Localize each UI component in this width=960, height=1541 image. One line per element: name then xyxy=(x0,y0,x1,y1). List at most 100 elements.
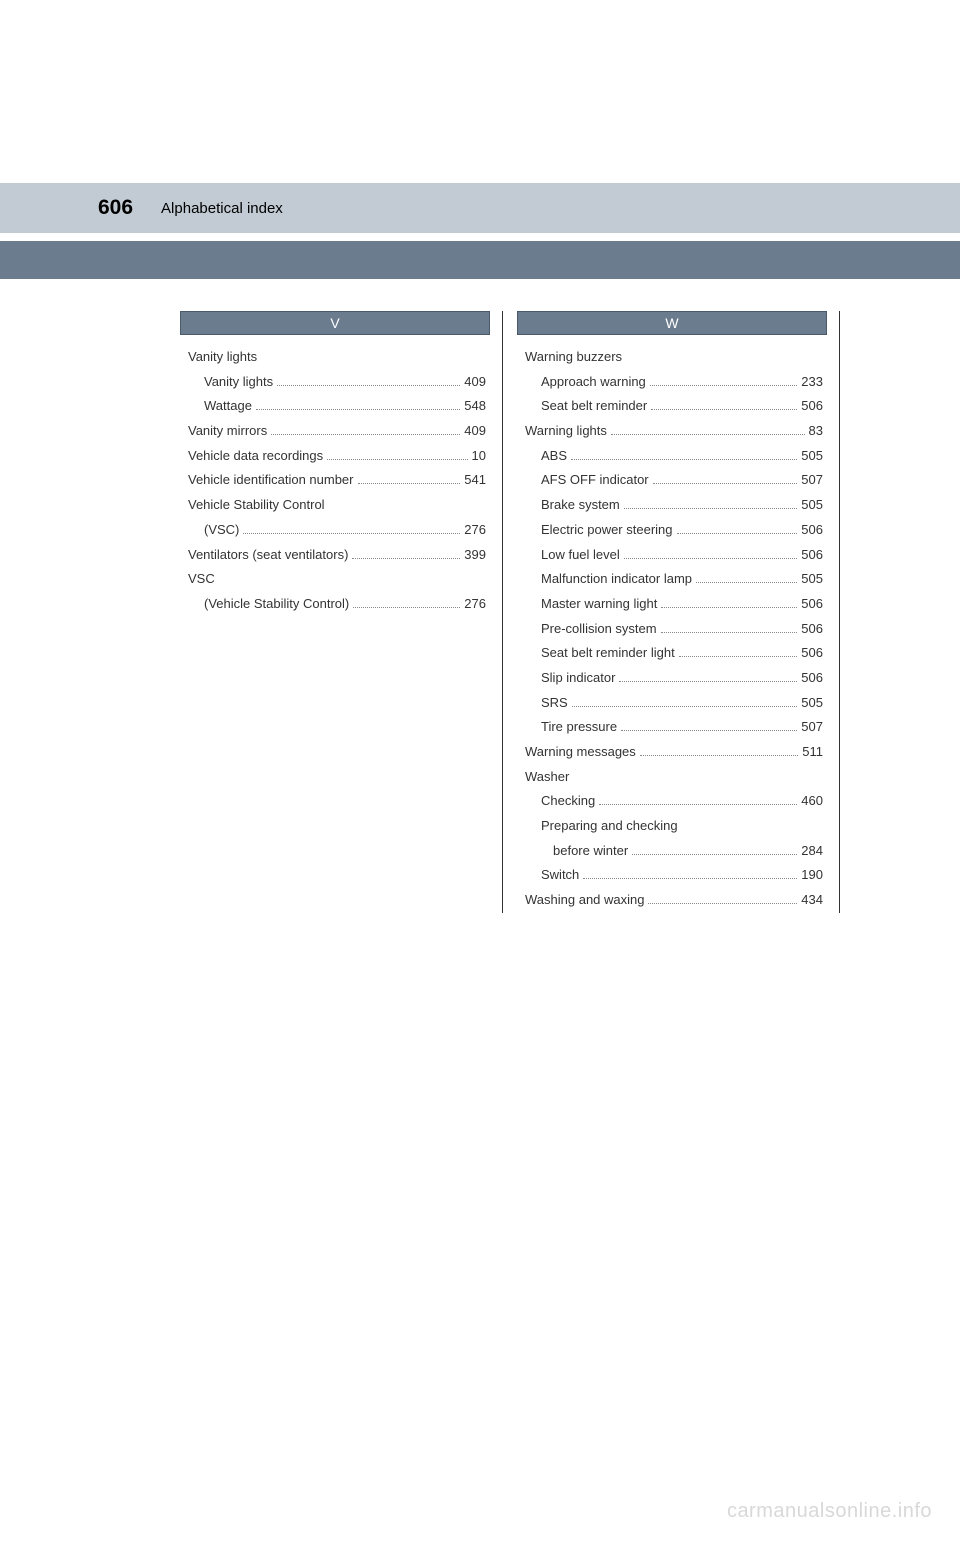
entry-page: 10 xyxy=(472,444,486,469)
entry-dots xyxy=(583,878,797,879)
left-entries: Vanity lightsVanity lights409Wattage548V… xyxy=(180,345,490,617)
entry-label: Ventilators (seat ventilators) xyxy=(188,543,348,568)
entry-label: (VSC) xyxy=(204,518,239,543)
entry-page: 399 xyxy=(464,543,486,568)
entry-dots xyxy=(358,483,461,484)
index-entry: AFS OFF indicator507 xyxy=(517,468,827,493)
right-entries: Warning buzzers Approach warning233 Seat b… xyxy=(517,345,827,913)
entry-label: Vanity lights xyxy=(188,349,257,364)
entry-dots xyxy=(599,804,797,805)
index-entry: Preparing and checking xyxy=(517,814,827,839)
entry-dots xyxy=(352,558,460,559)
index-entry: Vehicle identification number541 xyxy=(180,468,490,493)
entry-label: Seat belt reminder light xyxy=(541,641,675,666)
entry-dots xyxy=(256,409,460,410)
letter-header-w: W xyxy=(517,311,827,335)
entry-page: 284 xyxy=(801,839,823,864)
index-entry: Ventilators (seat ventilators) 399 xyxy=(180,543,490,568)
entry-page: 505 xyxy=(801,691,823,716)
entry-dots xyxy=(611,434,805,435)
index-entry: Low fuel level 506 xyxy=(517,543,827,568)
entry-dots xyxy=(353,607,460,608)
entry-label: Checking xyxy=(541,789,595,814)
entry-label: Approach warning xyxy=(541,370,646,395)
entry-page: 541 xyxy=(464,468,486,493)
page-number: 606 xyxy=(98,196,133,220)
entry-label: Warning buzzers xyxy=(525,349,622,364)
entry-page: 506 xyxy=(801,666,823,691)
entry-dots xyxy=(650,385,798,386)
index-entry: Brake system 505 xyxy=(517,493,827,518)
entry-label: Vanity lights xyxy=(204,370,273,395)
entry-label: Brake system xyxy=(541,493,620,518)
entry-label: Preparing and checking xyxy=(541,818,678,833)
entry-label: Warning messages xyxy=(525,740,636,765)
entry-dots xyxy=(572,706,798,707)
entry-dots xyxy=(624,508,798,509)
index-entry: Vehicle data recordings10 xyxy=(180,444,490,469)
index-entry: before winter 284 xyxy=(517,839,827,864)
entry-page: 505 xyxy=(801,444,823,469)
entry-page: 276 xyxy=(464,518,486,543)
entry-page: 506 xyxy=(801,518,823,543)
index-entry: Approach warning233 xyxy=(517,370,827,395)
entry-label: Wattage xyxy=(204,394,252,419)
entry-dots xyxy=(277,385,460,386)
index-entry: Vanity mirrors 409 xyxy=(180,419,490,444)
entry-label: Master warning light xyxy=(541,592,657,617)
entry-dots xyxy=(661,632,798,633)
index-entry: Seat belt reminder light506 xyxy=(517,641,827,666)
index-entry: Warning messages 511 xyxy=(517,740,827,765)
index-entry: Warning lights 83 xyxy=(517,419,827,444)
index-content: V Vanity lightsVanity lights409Wattage54… xyxy=(0,279,960,913)
right-column: W Warning buzzers Approach warning233 Seat… xyxy=(517,311,840,913)
entry-page: 506 xyxy=(801,394,823,419)
entry-label: Low fuel level xyxy=(541,543,620,568)
entry-dots xyxy=(271,434,460,435)
page-header: 606 Alphabetical index xyxy=(0,183,960,233)
entry-page: 83 xyxy=(809,419,823,444)
entry-label: ABS xyxy=(541,444,567,469)
entry-label: Tire pressure xyxy=(541,715,617,740)
entry-dots xyxy=(696,582,797,583)
entry-page: 511 xyxy=(802,740,823,765)
entry-label: Vanity mirrors xyxy=(188,419,267,444)
entry-page: 505 xyxy=(801,493,823,518)
entry-page: 506 xyxy=(801,592,823,617)
entry-dots xyxy=(632,854,797,855)
index-entry: Malfunction indicator lamp505 xyxy=(517,567,827,592)
index-entry: ABS 505 xyxy=(517,444,827,469)
entry-page: 505 xyxy=(801,567,823,592)
entry-label: before winter xyxy=(553,839,628,864)
index-entry: Warning buzzers xyxy=(517,345,827,370)
left-column: V Vanity lightsVanity lights409Wattage54… xyxy=(180,311,503,913)
index-entry: Vehicle Stability Control xyxy=(180,493,490,518)
index-entry: Vanity lights xyxy=(180,345,490,370)
index-entry: VSC xyxy=(180,567,490,592)
entry-label: SRS xyxy=(541,691,568,716)
index-entry: (VSC) 276 xyxy=(180,518,490,543)
entry-dots xyxy=(621,730,797,731)
letter-header-v: V xyxy=(180,311,490,335)
entry-dots xyxy=(651,409,797,410)
entry-page: 409 xyxy=(464,419,486,444)
entry-page: 548 xyxy=(464,394,486,419)
entry-page: 507 xyxy=(801,468,823,493)
entry-dots xyxy=(619,681,797,682)
index-entry: Vanity lights409 xyxy=(180,370,490,395)
index-entry: SRS 505 xyxy=(517,691,827,716)
entry-label: Electric power steering xyxy=(541,518,673,543)
index-entry: Tire pressure507 xyxy=(517,715,827,740)
entry-label: Warning lights xyxy=(525,419,607,444)
index-entry: Pre-collision system506 xyxy=(517,617,827,642)
entry-page: 434 xyxy=(801,888,823,913)
index-entry: Wattage 548 xyxy=(180,394,490,419)
entry-dots xyxy=(677,533,798,534)
entry-dots xyxy=(327,459,467,460)
entry-dots xyxy=(640,755,798,756)
index-entry: Washing and waxing434 xyxy=(517,888,827,913)
entry-label: (Vehicle Stability Control) xyxy=(204,592,349,617)
entry-page: 506 xyxy=(801,543,823,568)
page-title: Alphabetical index xyxy=(161,200,283,217)
index-entry: Slip indicator506 xyxy=(517,666,827,691)
